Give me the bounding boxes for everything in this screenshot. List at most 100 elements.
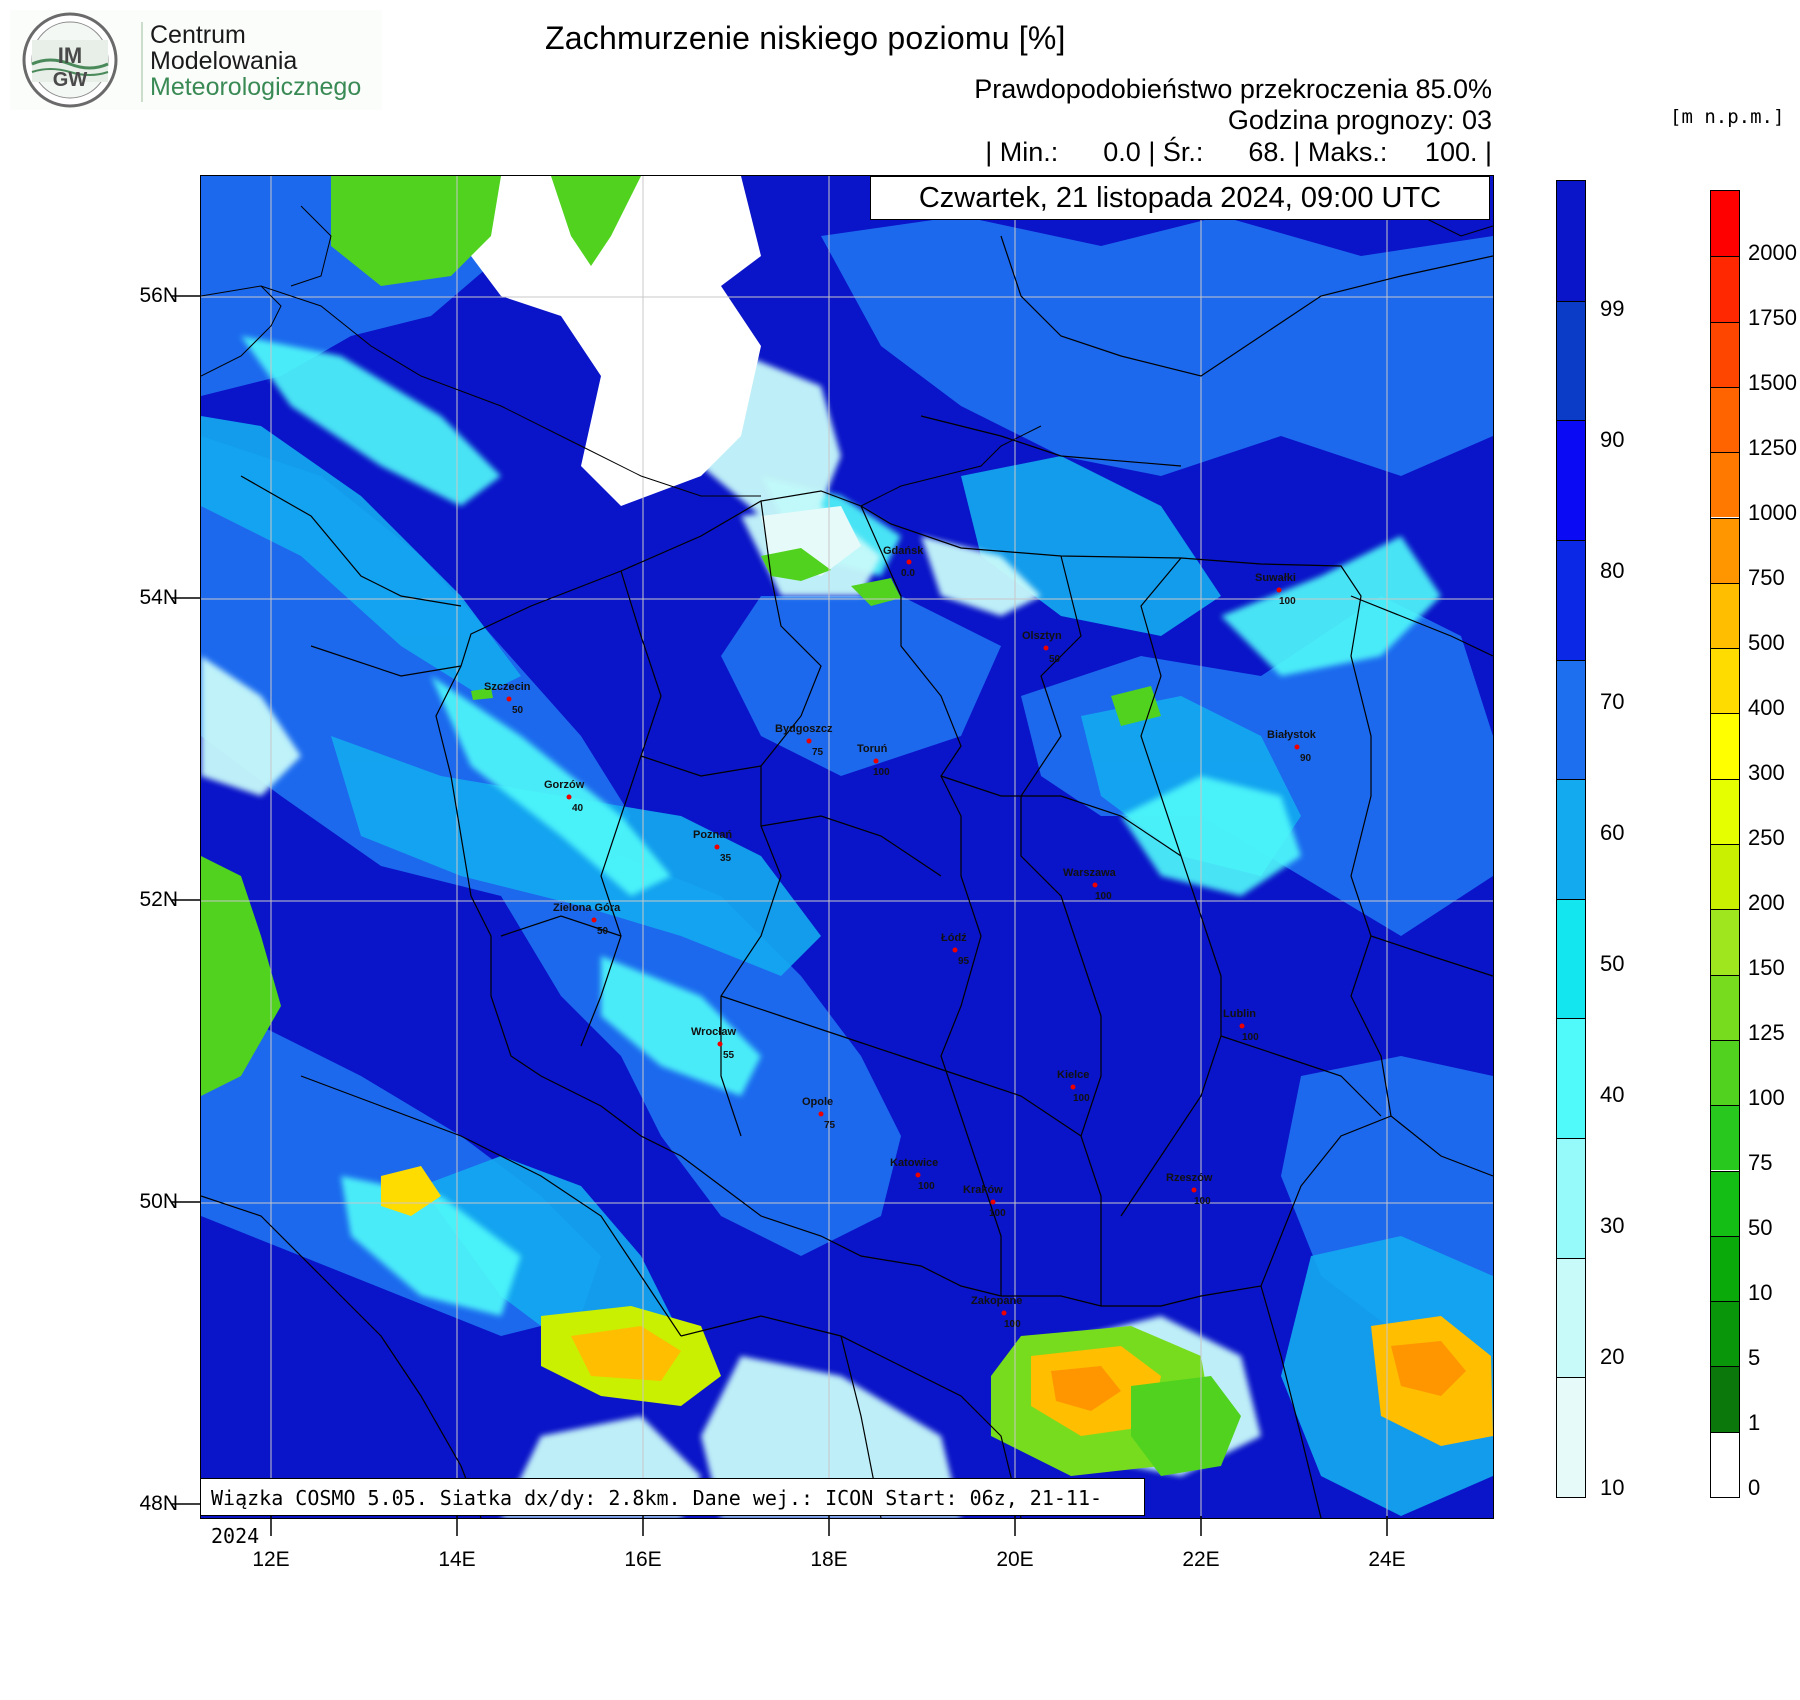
city-opole: Opole 75: [802, 1096, 836, 1131]
svg-text:GW: GW: [53, 69, 88, 91]
valid-date-box: Czwartek, 21 listopada 2024, 09:00 UTC: [870, 176, 1490, 220]
svg-text:75: 75: [812, 747, 824, 758]
svg-text:100: 100: [989, 1208, 1006, 1219]
lon-label-24e: 24E: [1368, 1548, 1406, 1571]
city-kielce: Kielce 100: [1057, 1069, 1090, 1104]
svg-text:0.0: 0.0: [901, 568, 915, 579]
terrain-colorbar-segment: [1711, 386, 1739, 453]
forecast-hour-text: Godzina prognozy: 03: [1227, 105, 1492, 135]
lon-label-12e: 12E: [252, 1548, 290, 1571]
cloud-colorbar: [1556, 180, 1586, 1498]
cloud-label-70: 70: [1600, 689, 1625, 714]
city-zielona-gora: Zielona Góra 50: [553, 902, 621, 937]
terrain-label-125: 125: [1748, 1020, 1785, 1045]
model-info-footer: Wiązka COSMO 5.05. Siatka dx/dy: 2.8km. …: [200, 1478, 1145, 1548]
lon-ticks: [270, 1516, 1388, 1536]
lat-ticks: [172, 295, 201, 1505]
svg-text:75: 75: [824, 1120, 836, 1131]
terrain-label-75: 75: [1748, 1150, 1773, 1175]
svg-text:Katowice: Katowice: [890, 1157, 938, 1169]
svg-text:50: 50: [1049, 654, 1061, 665]
terrain-colorbar-segment: [1711, 1039, 1739, 1106]
terrain-label-500: 500: [1748, 630, 1785, 655]
city-suwalki: Suwałki 100: [1255, 572, 1296, 607]
terrain-label-10: 10: [1748, 1280, 1773, 1305]
cloud-colorbar-segment: [1557, 1377, 1585, 1497]
terrain-label-250: 250: [1748, 825, 1785, 850]
logo-text: Centrum Modelowania Meteorologicznego: [150, 22, 361, 100]
lat-label-54n: 54N: [139, 586, 178, 609]
terrain-label-1500: 1500: [1748, 370, 1797, 395]
svg-text:Rzeszów: Rzeszów: [1166, 1172, 1213, 1184]
terrain-label-1000: 1000: [1748, 500, 1797, 525]
cloud-label-30: 30: [1600, 1213, 1625, 1238]
terrain-label-1750: 1750: [1748, 305, 1797, 330]
svg-text:Bydgoszcz: Bydgoszcz: [775, 723, 833, 735]
cloud-colorbar-segment: [1557, 539, 1585, 660]
borders: [201, 176, 1493, 1518]
terrain-label-400: 400: [1748, 695, 1785, 720]
svg-text:100: 100: [1095, 891, 1112, 902]
svg-text:Opole: Opole: [802, 1096, 833, 1108]
terrain-colorbar-segment: [1711, 909, 1739, 975]
city-wroclaw: Wrocław 55: [691, 1026, 736, 1061]
graticule: [201, 176, 1493, 1518]
cloud-colorbar-segment: [1557, 659, 1585, 780]
cloud-label-50: 50: [1600, 951, 1625, 976]
svg-text:Lublin: Lublin: [1223, 1008, 1256, 1020]
svg-text:50: 50: [597, 926, 609, 937]
terrain-label-200: 200: [1748, 890, 1785, 915]
terrain-colorbar-segment: [1711, 256, 1739, 322]
svg-text:95: 95: [958, 956, 970, 967]
terrain-colorbar: [1710, 190, 1740, 1498]
terrain-colorbar-segment: [1711, 974, 1739, 1040]
lon-label-14e: 14E: [438, 1548, 476, 1571]
svg-text:90: 90: [1300, 753, 1312, 764]
svg-text:Poznań: Poznań: [693, 829, 732, 841]
svg-text:55: 55: [723, 1050, 735, 1061]
lat-label-56n: 56N: [139, 284, 178, 307]
terrain-colorbar-segment: [1711, 1431, 1739, 1497]
terrain-colorbar-segment: [1711, 582, 1739, 649]
svg-text:100: 100: [1004, 1319, 1021, 1330]
svg-text:100: 100: [1242, 1032, 1259, 1043]
cloud-colorbar-segment: [1557, 779, 1585, 899]
cloud-label-10: 10: [1600, 1475, 1625, 1500]
terrain-colorbar-segment: [1711, 1301, 1739, 1367]
svg-text:Warszawa: Warszawa: [1063, 867, 1117, 879]
svg-text:Gdańsk: Gdańsk: [883, 545, 924, 557]
terrain-colorbar-segment: [1711, 452, 1739, 518]
terrain-colorbar-segment: [1711, 1235, 1739, 1302]
svg-text:Kraków: Kraków: [963, 1184, 1003, 1196]
logo-line-2: Modelowania: [150, 47, 298, 75]
cloud-colorbar-segment: [1557, 898, 1585, 1019]
city-zakopane: Zakopane 100: [971, 1295, 1022, 1330]
forecast-map: Gdańsk 0.0 Olsztyn 50 Suwałki 100 Szczecin 5…: [200, 175, 1494, 1519]
city-bydgoszcz: Bydgoszcz 75: [775, 723, 833, 758]
probability-text: Prawdopodobieństwo przekroczenia 85.0%: [974, 74, 1492, 104]
terrain-colorbar-segment: [1711, 1105, 1739, 1171]
terrain-colorbar-segment: [1711, 1170, 1739, 1236]
cloud-colorbar-segment: [1557, 1018, 1585, 1139]
svg-text:100: 100: [1279, 596, 1296, 607]
svg-text:40: 40: [572, 803, 584, 814]
lon-label-18e: 18E: [810, 1548, 848, 1571]
terrain-colorbar-segment: [1711, 321, 1739, 387]
logo-line-3: Meteorologicznego: [150, 73, 362, 101]
lat-label-52n: 52N: [139, 888, 178, 911]
city-warszawa: Warszawa 100: [1063, 867, 1117, 902]
city-poznan: Poznań 35: [693, 829, 732, 864]
cloud-colorbar-segment: [1557, 181, 1585, 301]
terrain-label-300: 300: [1748, 760, 1785, 785]
city-torun: Toruń 100: [857, 743, 890, 778]
terrain-colorbar-segment: [1711, 844, 1739, 910]
svg-text:35: 35: [720, 853, 732, 864]
svg-text:100: 100: [918, 1181, 935, 1192]
terrain-colorbar-labels: 2000 1750 1500 1250 1000 750 500 400 300…: [1748, 0, 1800, 1600]
svg-text:100: 100: [1194, 1196, 1211, 1207]
svg-text:Szczecin: Szczecin: [484, 681, 531, 693]
cloud-label-20: 20: [1600, 1344, 1625, 1369]
terrain-label-1250: 1250: [1748, 435, 1797, 460]
lon-label-20e: 20E: [996, 1548, 1034, 1571]
svg-text:100: 100: [1073, 1093, 1090, 1104]
